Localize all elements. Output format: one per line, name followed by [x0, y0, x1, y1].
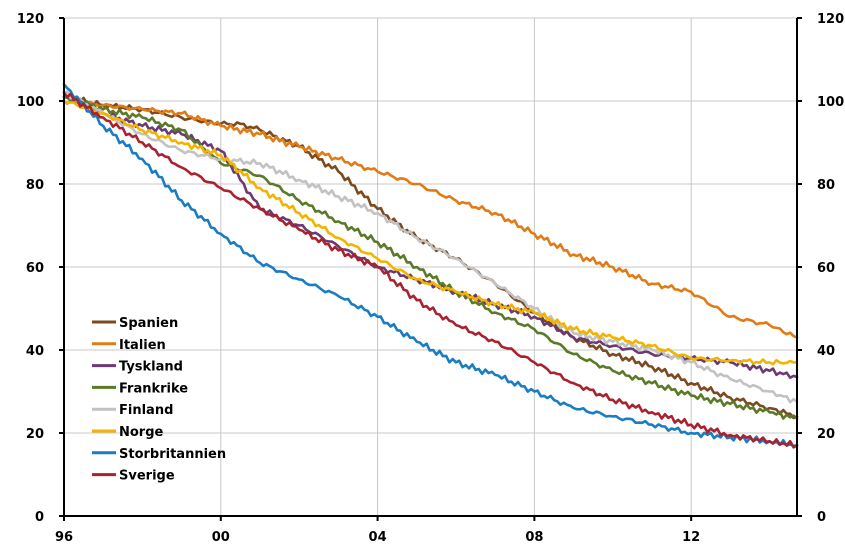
x-tick-label: 96 [55, 530, 73, 545]
legend-label-frankrike: Frankrike [119, 381, 188, 396]
x-tick-label: 08 [525, 530, 543, 545]
series-line-italien [62, 99, 799, 339]
y-tick-label-right: 20 [817, 427, 835, 442]
series-line-storbritannien [62, 83, 799, 448]
axes [59, 17, 802, 521]
gridlines [64, 17, 797, 516]
y-tick-label-right: 80 [817, 178, 835, 193]
legend-label-italien: Italien [119, 338, 166, 353]
series-lines [62, 83, 799, 449]
y-tick-label-left: 0 [35, 510, 44, 525]
x-tick-label: 00 [212, 530, 230, 545]
legend: Spanien Italien Tyskland Frankrike Finland No… [92, 316, 226, 484]
y-tick-label-left: 60 [26, 261, 44, 276]
legend-label-finland: Finland [119, 403, 173, 418]
y-tick-label-left: 40 [26, 344, 44, 359]
y-tick-label-left: 80 [26, 178, 44, 193]
legend-label-tyskland: Tyskland [119, 360, 183, 375]
y-tick-label-right: 120 [817, 12, 844, 27]
legend-label-storbritannien: Storbritannien [119, 447, 226, 462]
series-line-tyskland [62, 94, 799, 379]
x-tick-label: 04 [369, 530, 387, 545]
y-tick-label-right: 60 [817, 261, 835, 276]
series-line-frankrike [62, 95, 799, 420]
series-line-sverige [62, 91, 799, 449]
y-tick-label-right: 40 [817, 344, 835, 359]
legend-label-spanien: Spanien [119, 316, 178, 331]
y-tick-label-left: 100 [17, 95, 44, 110]
y-tick-label-left: 120 [17, 12, 44, 27]
x-tick-label: 12 [682, 530, 700, 545]
y-tick-label-right: 100 [817, 95, 844, 110]
series-line-norge [62, 99, 799, 366]
legend-label-sverige: Sverige [119, 469, 175, 484]
y-tick-label-left: 20 [26, 427, 44, 442]
legend-label-norge: Norge [119, 425, 164, 440]
series-line-finland [62, 90, 799, 404]
y-tick-label-right: 0 [817, 510, 826, 525]
